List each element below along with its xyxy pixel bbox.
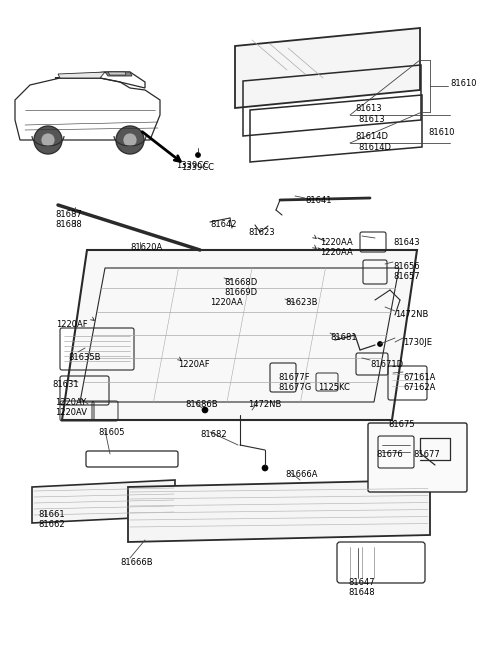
Text: 81623: 81623	[248, 228, 275, 237]
Text: 81642: 81642	[210, 220, 237, 229]
Text: 81677F: 81677F	[278, 373, 310, 382]
Text: 81686B: 81686B	[185, 400, 217, 409]
Text: 81610: 81610	[450, 79, 477, 88]
Text: 1220AF: 1220AF	[178, 360, 210, 369]
Text: 1472NB: 1472NB	[395, 310, 428, 319]
Text: 1220AA: 1220AA	[210, 298, 243, 307]
Text: 81682: 81682	[200, 430, 227, 439]
Text: 81676: 81676	[376, 450, 403, 459]
Text: 81657: 81657	[393, 272, 420, 281]
Text: 81661: 81661	[38, 510, 65, 519]
Text: 1220AA: 1220AA	[320, 238, 353, 247]
Text: 81610: 81610	[428, 128, 455, 137]
Text: 81666A: 81666A	[285, 470, 317, 479]
Circle shape	[34, 126, 62, 154]
Polygon shape	[128, 480, 430, 542]
Text: 1125KC: 1125KC	[318, 383, 350, 392]
Circle shape	[41, 133, 55, 147]
Text: 1730JE: 1730JE	[403, 338, 432, 347]
Text: 81620A: 81620A	[130, 243, 162, 252]
Text: 81635B: 81635B	[68, 353, 100, 362]
Text: 81666B: 81666B	[120, 558, 153, 567]
Circle shape	[202, 407, 208, 413]
Text: 81643: 81643	[393, 238, 420, 247]
Text: 81677G: 81677G	[278, 383, 311, 392]
Text: 67162A: 67162A	[403, 383, 435, 392]
Circle shape	[123, 133, 137, 147]
Text: 81677: 81677	[413, 450, 440, 459]
Polygon shape	[32, 480, 175, 523]
Circle shape	[262, 465, 268, 471]
Text: 81613: 81613	[355, 104, 382, 113]
Text: 81656: 81656	[393, 262, 420, 271]
Text: 81631: 81631	[52, 380, 79, 389]
Text: 81605: 81605	[98, 428, 124, 437]
Text: 81647: 81647	[348, 578, 374, 587]
Text: 81614D: 81614D	[358, 143, 391, 152]
FancyBboxPatch shape	[368, 423, 467, 492]
Text: 1339CC: 1339CC	[181, 163, 215, 172]
Circle shape	[195, 153, 201, 157]
Circle shape	[377, 341, 383, 346]
Text: 81668D: 81668D	[224, 278, 257, 287]
Polygon shape	[105, 72, 132, 76]
Text: 1220AY: 1220AY	[55, 398, 86, 407]
Text: 1339CC: 1339CC	[177, 161, 209, 170]
Polygon shape	[58, 72, 105, 78]
Text: 81688: 81688	[55, 220, 82, 229]
Polygon shape	[62, 250, 417, 420]
Text: 81613: 81613	[358, 115, 384, 124]
Text: 81681: 81681	[330, 333, 357, 342]
Text: 81675: 81675	[388, 420, 415, 429]
Text: 81614D: 81614D	[355, 132, 388, 141]
Polygon shape	[235, 28, 420, 108]
Text: 81669D: 81669D	[224, 288, 257, 297]
Text: 81671D: 81671D	[370, 360, 403, 369]
Text: 1220AF: 1220AF	[56, 320, 88, 329]
Text: 81641: 81641	[305, 196, 332, 205]
Text: 81662: 81662	[38, 520, 65, 529]
Polygon shape	[108, 72, 126, 75]
Text: 1220AA: 1220AA	[320, 248, 353, 257]
Circle shape	[116, 126, 144, 154]
Text: 67161A: 67161A	[403, 373, 435, 382]
Text: 1472NB: 1472NB	[248, 400, 281, 409]
Text: 1220AV: 1220AV	[55, 408, 87, 417]
Text: 81687: 81687	[55, 210, 82, 219]
Text: 81623B: 81623B	[285, 298, 317, 307]
Text: 81648: 81648	[348, 588, 374, 597]
